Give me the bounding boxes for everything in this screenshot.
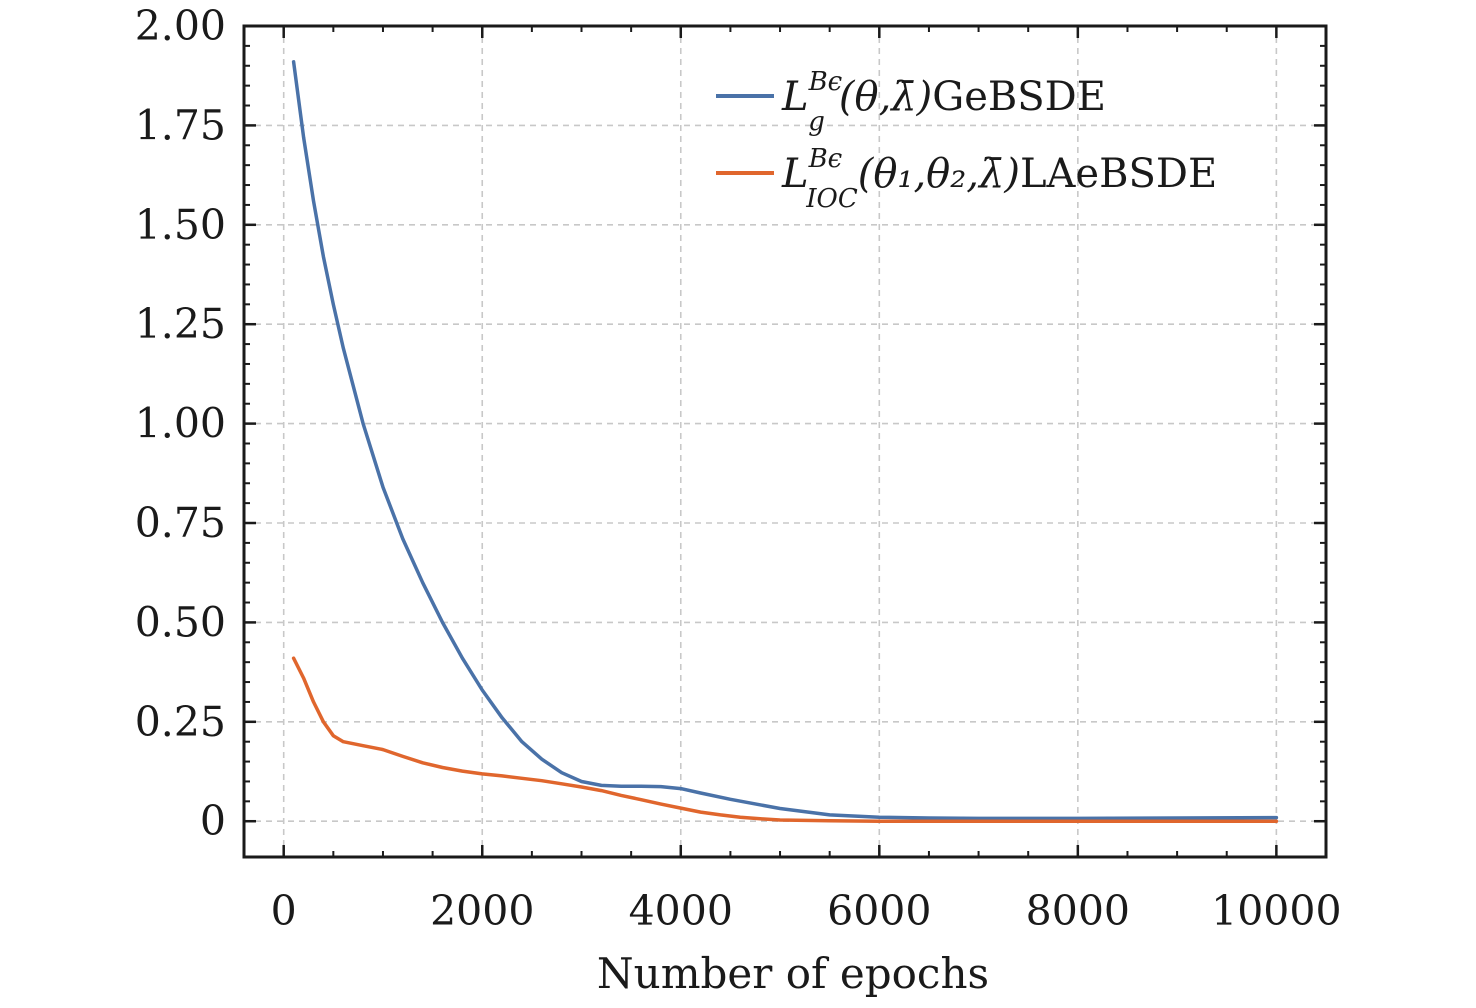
x-axis-title: Number of epochs — [597, 949, 989, 998]
x-axis-tick-labels: 0 2000 4000 6000 8000 10000 — [271, 887, 1342, 935]
x-tick-label: 6000 — [827, 887, 931, 935]
y-tick-label: 0 — [200, 797, 226, 845]
legend-label-2: LBϵ IOC(θ₁,θ₂,λ̄)LAeBSDE — [781, 144, 1217, 214]
plot-frame — [242, 24, 1328, 859]
y-tick-label: 1.75 — [135, 101, 226, 149]
y-tick-label: 0.50 — [135, 598, 226, 646]
series-lines — [291, 60, 1279, 823]
y-tick-label: 1.50 — [135, 201, 226, 249]
y-tick-label: 0.25 — [135, 698, 226, 746]
series-line-1 — [291, 60, 1279, 821]
y-tick-label: 2.00 — [135, 2, 226, 50]
y-tick-label: 1.00 — [135, 400, 226, 448]
x-tick-label: 4000 — [629, 887, 733, 935]
x-tick-label: 0 — [271, 887, 297, 935]
axis-ticks — [244, 24, 1326, 857]
series-line-2 — [291, 656, 1279, 823]
y-tick-label: 1.25 — [135, 300, 226, 348]
x-tick-label: 10000 — [1211, 887, 1341, 935]
y-axis-tick-labels: 0 0.25 0.50 0.75 1.00 1.25 1.50 1.75 2.00 — [135, 2, 226, 845]
x-tick-label: 2000 — [430, 887, 534, 935]
legend-label-1: LBϵ g(θ,λ̄)GeBSDE — [781, 67, 1106, 137]
y-tick-label: 0.75 — [135, 499, 226, 547]
x-tick-label: 8000 — [1026, 887, 1130, 935]
